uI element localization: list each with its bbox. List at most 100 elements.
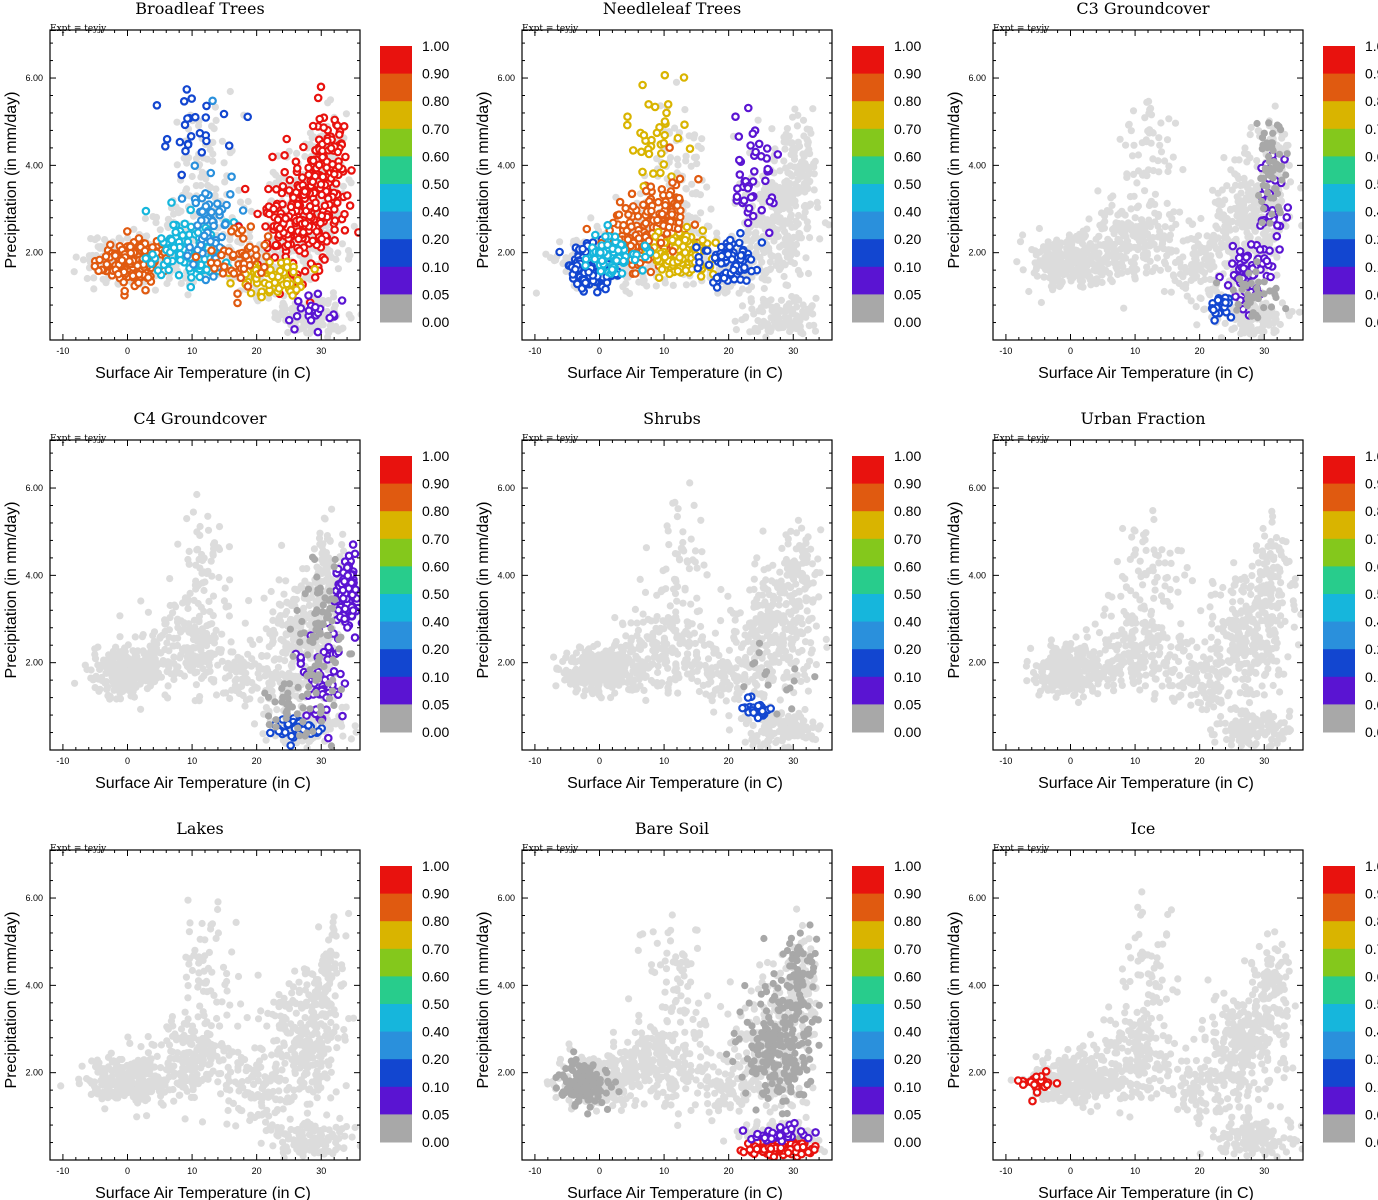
background-point	[102, 279, 110, 287]
background-point	[236, 198, 245, 206]
background-point	[770, 157, 779, 165]
data-point	[652, 215, 662, 225]
colorbar-label: 0.90	[894, 66, 921, 82]
background-point	[1164, 167, 1172, 176]
background-point	[776, 243, 784, 251]
y-tick-label: 6.00	[497, 73, 515, 83]
data-point	[295, 246, 304, 255]
background-point	[532, 289, 541, 297]
background-point	[1172, 220, 1180, 228]
background-point	[330, 293, 338, 301]
data-point	[114, 269, 123, 279]
data-point	[185, 243, 195, 252]
y-tick-label: 2.00	[497, 248, 515, 258]
data-point	[157, 234, 166, 243]
x-tick-label: 0	[125, 346, 130, 356]
data-point	[329, 169, 339, 179]
background-point	[1013, 258, 1021, 266]
data-point	[271, 240, 281, 250]
data-point	[626, 241, 636, 251]
background-point	[1092, 280, 1100, 288]
data-point	[660, 117, 670, 126]
data-point	[187, 94, 197, 103]
background-point	[209, 157, 217, 165]
background-point	[115, 234, 123, 242]
background-point	[754, 317, 762, 325]
background-point	[301, 152, 309, 161]
background-point	[1282, 222, 1290, 230]
background-point	[787, 326, 795, 334]
background-point	[793, 122, 802, 130]
background-point	[324, 299, 332, 308]
data-point	[735, 170, 745, 179]
data-point	[340, 226, 350, 235]
background-point	[806, 126, 814, 134]
data-point	[191, 252, 201, 262]
background-point	[1053, 269, 1061, 277]
y-axis-label: Precipitation (in mm/day)	[3, 92, 20, 269]
data-point	[202, 136, 211, 146]
data-point	[333, 121, 342, 131]
background-point	[707, 205, 715, 213]
background-point	[1235, 175, 1243, 183]
data-point	[675, 174, 685, 184]
data-point	[673, 224, 683, 234]
background-point	[1095, 233, 1103, 241]
background-point	[1142, 269, 1150, 277]
background-point	[1141, 187, 1149, 195]
data-point	[657, 209, 667, 219]
data-point	[668, 247, 678, 256]
panel-title: Broadleaf Trees	[135, 0, 264, 18]
data-point	[300, 266, 310, 276]
data-point	[163, 256, 172, 266]
background-point	[1160, 287, 1168, 296]
background-point	[338, 240, 346, 248]
background-point	[752, 229, 760, 237]
background-point	[325, 249, 333, 257]
y-tick-label: 4.00	[25, 160, 43, 170]
background-point	[274, 315, 282, 324]
data-point	[161, 142, 170, 151]
data-point	[624, 210, 633, 220]
background-point	[1217, 334, 1226, 340]
colorbar-label: 0.40	[422, 204, 449, 220]
background-point	[816, 235, 824, 243]
panel-title: C3 Groundcover	[1076, 0, 1210, 18]
background-point	[200, 172, 209, 180]
data-point	[716, 259, 726, 268]
background-point	[1240, 174, 1248, 182]
background-point	[1253, 326, 1261, 334]
data-point	[329, 205, 339, 214]
background-point	[797, 328, 805, 337]
data-point	[680, 120, 689, 130]
y-tick-label: 2.00	[25, 248, 43, 258]
data-point	[134, 269, 144, 279]
background-point	[344, 247, 353, 255]
colorbar-swatch	[380, 184, 412, 213]
background-point	[1165, 211, 1174, 219]
background-point	[212, 116, 220, 124]
background-point	[1253, 157, 1261, 165]
data-point	[615, 197, 625, 207]
background-point	[1223, 182, 1231, 190]
background-point	[1065, 231, 1073, 239]
data-point	[282, 134, 292, 144]
data-point	[284, 315, 294, 325]
data-point	[668, 235, 677, 245]
background-point	[639, 273, 647, 281]
background-point	[1150, 240, 1158, 248]
data-point	[637, 147, 646, 157]
background-point	[1160, 232, 1168, 240]
data-point	[308, 236, 318, 246]
background-point	[804, 269, 813, 278]
data-point	[316, 82, 326, 92]
data-point	[261, 222, 270, 231]
background-point	[1025, 287, 1033, 296]
background-point	[101, 236, 109, 244]
background-point	[1134, 167, 1143, 175]
background-point	[795, 188, 803, 196]
background-point	[793, 221, 802, 229]
data-point	[578, 244, 588, 254]
data-point	[761, 176, 770, 186]
data-point	[119, 277, 129, 287]
